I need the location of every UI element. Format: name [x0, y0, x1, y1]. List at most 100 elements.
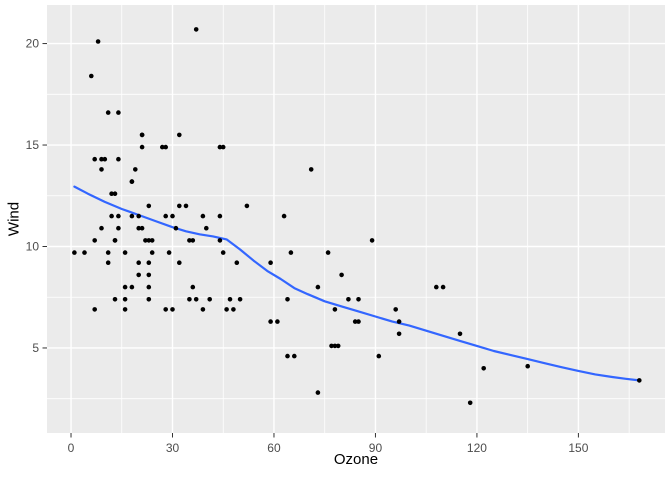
data-point [339, 272, 344, 278]
data-point [116, 213, 121, 219]
data-point [177, 203, 182, 209]
data-point [268, 319, 273, 324]
data-point [332, 343, 338, 349]
data-point [136, 272, 141, 278]
data-point [352, 319, 358, 324]
data-point [187, 238, 192, 243]
data-point [285, 297, 290, 302]
data-point [129, 179, 135, 184]
data-point [146, 284, 152, 290]
data-point [440, 284, 446, 290]
data-point [122, 297, 128, 302]
data-point [217, 213, 223, 219]
data-point [217, 144, 223, 150]
data-point [285, 353, 290, 359]
data-point [396, 331, 402, 337]
svg-text:10: 10 [26, 239, 40, 253]
scatter-points [72, 27, 642, 406]
data-point [163, 213, 168, 219]
data-point [315, 284, 321, 290]
data-point [434, 284, 439, 290]
y-axis-tick-labels: 5 10 15 20 [26, 37, 40, 355]
data-point [190, 238, 196, 243]
data-point [89, 73, 94, 79]
data-point [467, 400, 473, 406]
x-axis-tick-labels: 0 30 60 90 120 150 [68, 441, 589, 455]
data-point [376, 353, 382, 359]
svg-text:120: 120 [467, 441, 487, 455]
data-point [116, 156, 121, 162]
data-point [325, 250, 331, 255]
data-point [109, 213, 114, 219]
data-point [356, 297, 361, 302]
data-point [220, 250, 226, 255]
data-point [275, 319, 280, 324]
data-point [177, 132, 182, 138]
data-point [187, 297, 192, 302]
data-point [92, 307, 97, 312]
data-point [99, 225, 104, 231]
data-point [129, 284, 135, 290]
data-point [139, 132, 145, 138]
data-point [315, 390, 321, 395]
svg-text:0: 0 [68, 441, 75, 455]
data-point [163, 307, 168, 312]
data-point [139, 225, 145, 231]
data-point [163, 144, 168, 150]
data-point [335, 343, 341, 349]
data-point [170, 307, 175, 312]
data-point [525, 363, 530, 369]
x-axis-title: Ozone [333, 451, 379, 468]
data-point [146, 203, 152, 209]
data-point [190, 284, 196, 290]
data-point [288, 250, 294, 255]
data-point [457, 331, 463, 337]
data-point [193, 27, 199, 32]
data-point [356, 319, 361, 324]
svg-text:20: 20 [26, 37, 40, 51]
grid-minor [47, 5, 665, 433]
data-point [95, 39, 101, 44]
data-point [393, 307, 399, 312]
data-point [139, 144, 145, 150]
data-point [136, 260, 141, 266]
data-point [92, 238, 97, 243]
data-point [72, 250, 77, 255]
data-point [146, 238, 152, 243]
y-axis-title: Wind [5, 201, 23, 237]
data-point [281, 213, 287, 219]
svg-text:90: 90 [369, 441, 383, 455]
data-point [234, 260, 240, 266]
data-point [173, 225, 179, 231]
data-point [308, 167, 314, 172]
data-point [224, 307, 229, 312]
data-point [105, 250, 111, 255]
data-point [177, 260, 182, 266]
data-point [109, 191, 114, 196]
data-point [146, 297, 152, 302]
grid-major [47, 5, 665, 433]
data-point [170, 213, 175, 219]
data-point [146, 272, 152, 278]
data-point [136, 225, 141, 231]
data-point [99, 156, 104, 162]
data-point [329, 343, 334, 349]
data-point [143, 238, 148, 243]
data-point [122, 307, 128, 312]
data-point [82, 250, 87, 255]
data-point [204, 225, 209, 231]
data-point [129, 213, 135, 219]
data-point [146, 260, 152, 266]
smooth-line [73, 185, 641, 382]
data-point [122, 284, 128, 290]
data-point [166, 250, 172, 255]
data-point [112, 297, 118, 302]
axis-tick-marks [42, 43, 579, 438]
data-point [112, 191, 118, 196]
data-point [237, 297, 243, 302]
data-point [292, 353, 297, 359]
data-point [200, 213, 206, 219]
data-point [105, 260, 111, 266]
